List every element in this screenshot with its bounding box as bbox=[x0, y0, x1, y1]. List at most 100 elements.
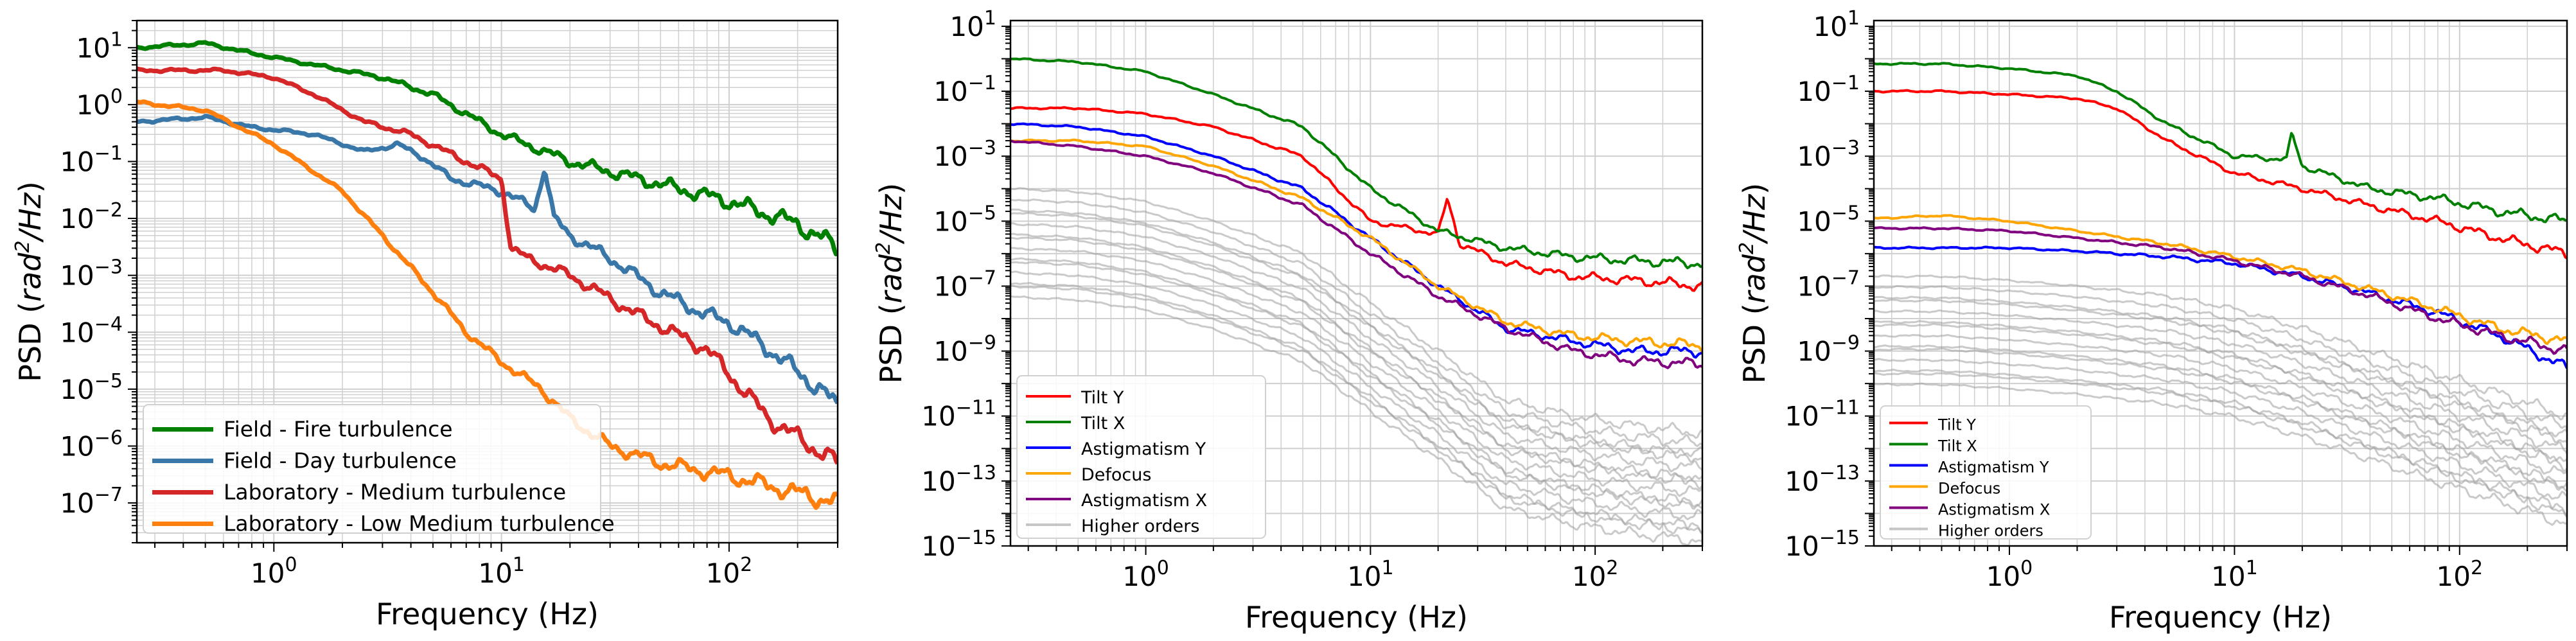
series-line-higher-orders bbox=[1010, 212, 1702, 463]
y-tick-label: 10−5 bbox=[1797, 202, 1860, 237]
legend-box bbox=[1880, 405, 2092, 540]
legend-label: Astigmatism X bbox=[1938, 501, 2050, 519]
legend-label: Laboratory - Low Medium turbulence bbox=[224, 511, 615, 536]
series-line-higher-orders bbox=[1874, 285, 2567, 429]
series-line-higher-orders bbox=[1010, 187, 1702, 439]
series-line-higher-orders bbox=[1874, 358, 2567, 500]
legend-label: Field - Fire turbulence bbox=[224, 417, 453, 442]
series-line-higher-orders bbox=[1874, 334, 2567, 475]
legend-label: Defocus bbox=[1081, 465, 1151, 485]
y-tick-label: 10−4 bbox=[60, 313, 123, 348]
x-axis-label: Frequency (Hz) bbox=[2109, 600, 2332, 635]
series-line-higher-orders bbox=[1874, 299, 2567, 444]
x-tick-label: 100 bbox=[1986, 557, 2033, 592]
y-axis-label: PSD (rad2/Hz) bbox=[872, 183, 908, 384]
legend-label: Laboratory - Medium turbulence bbox=[224, 480, 566, 505]
series-line-higher-orders bbox=[1874, 371, 2567, 518]
x-tick-label: 101 bbox=[478, 554, 525, 589]
legend-label: Higher orders bbox=[1081, 516, 1199, 536]
y-tick-label: 10−5 bbox=[60, 370, 123, 405]
series-line-field-day-turbulence bbox=[137, 114, 838, 405]
series-line-higher-orders bbox=[1010, 208, 1702, 459]
y-tick-label: 10−3 bbox=[1797, 137, 1860, 172]
series-line-higher-orders bbox=[1010, 295, 1702, 546]
y-tick-label: 10−1 bbox=[933, 72, 996, 107]
y-axis: 101 10−1 10−3 10−5 10−7 10−9 10−11 10−13 10−15 bbox=[1785, 7, 1874, 562]
series-line-tilt-x bbox=[1010, 57, 1702, 270]
y-tick-label: 10−1 bbox=[1797, 72, 1860, 107]
y-axis-label: PSD (rad2/Hz) bbox=[1736, 183, 1772, 384]
series-line-higher-orders bbox=[1010, 233, 1702, 485]
series-line-higher-orders bbox=[1010, 284, 1702, 535]
series-line-higher-orders bbox=[1874, 309, 2567, 454]
y-tick-label: 10−7 bbox=[933, 267, 996, 302]
y-tick-label: 10−11 bbox=[1785, 397, 1860, 432]
x-axis: 100 101 102 bbox=[154, 543, 838, 589]
legend-label: Tilt Y bbox=[1937, 416, 1976, 434]
y-tick-label: 10−2 bbox=[60, 199, 123, 234]
series-line-laboratory-low-medium-turbulence bbox=[137, 99, 838, 510]
x-tick-label: 102 bbox=[1572, 557, 1619, 592]
y-tick-label: 10−7 bbox=[60, 484, 123, 519]
y-axis-label: PSD (rad2/Hz) bbox=[12, 181, 48, 382]
series-line-astigmatism-y bbox=[1874, 245, 2567, 369]
axes-frame bbox=[136, 19, 839, 544]
series-line-tilt-y bbox=[1010, 106, 1702, 292]
y-tick-label: 10−15 bbox=[921, 527, 996, 562]
legend-label: Tilt Y bbox=[1081, 388, 1124, 408]
legend-label: Astigmatism Y bbox=[1938, 459, 2049, 477]
x-tick-label: 101 bbox=[1347, 557, 1394, 592]
x-axis: 100 101 102 bbox=[1891, 546, 2568, 592]
series-lines bbox=[1874, 62, 2567, 526]
legend-label: Tilt X bbox=[1081, 414, 1125, 434]
series-line-higher-orders bbox=[1874, 344, 2567, 491]
y-tick-label: 10−1 bbox=[60, 142, 123, 177]
x-tick-label: 100 bbox=[251, 554, 297, 589]
x-tick-label: 102 bbox=[2437, 557, 2483, 592]
x-axis: 100 101 102 bbox=[1027, 546, 1703, 592]
legend: Field - Fire turbulence Field - Day turbu… bbox=[143, 404, 615, 536]
series-line-higher-orders bbox=[1010, 257, 1702, 510]
legend-label: Astigmatism Y bbox=[1081, 439, 1206, 459]
axes-frame bbox=[1873, 19, 2568, 547]
x-axis-label: Frequency (Hz) bbox=[1245, 600, 1468, 635]
axes-frame bbox=[1009, 19, 1704, 547]
legend-label: Tilt X bbox=[1937, 437, 1977, 455]
y-tick-label: 10−15 bbox=[1785, 527, 1860, 562]
x-tick-label: 102 bbox=[706, 554, 753, 589]
series-line-field-fire-turbulence bbox=[137, 40, 838, 257]
series-line-higher-orders bbox=[1010, 236, 1702, 490]
legend-box bbox=[1016, 375, 1266, 539]
x-axis-label: Frequency (Hz) bbox=[376, 597, 599, 631]
series-line-defocus bbox=[1010, 138, 1702, 353]
series-line-higher-orders bbox=[1874, 274, 2567, 421]
legend-label: Higher orders bbox=[1938, 522, 2043, 540]
legend: Tilt Y Tilt X Astigmatism Y Defocus Astigmat… bbox=[1880, 405, 2092, 540]
y-tick-label: 10−9 bbox=[933, 332, 996, 367]
series-line-tilt-y bbox=[1874, 89, 2567, 259]
series-line-higher-orders bbox=[1010, 247, 1702, 497]
grid-lines bbox=[137, 20, 838, 543]
series-line-higher-orders bbox=[1874, 295, 2567, 438]
y-tick-label: 10−3 bbox=[933, 137, 996, 172]
y-tick-label: 101 bbox=[76, 28, 123, 64]
series-line-higher-orders bbox=[1010, 261, 1702, 509]
series-lines bbox=[137, 40, 838, 510]
y-tick-label: 101 bbox=[1813, 7, 1860, 42]
series-line-astigmatism-y bbox=[1010, 122, 1702, 359]
series-line-higher-orders bbox=[1010, 222, 1702, 473]
series-line-higher-orders bbox=[1874, 347, 2567, 492]
y-axis: 101 10−1 10−3 10−5 10−7 10−9 10−11 10−13 10−15 bbox=[921, 7, 1010, 562]
series-line-higher-orders bbox=[1010, 198, 1702, 447]
y-tick-label: 10−11 bbox=[921, 397, 996, 432]
y-tick-label: 10−5 bbox=[933, 202, 996, 237]
series-line-higher-orders bbox=[1874, 322, 2567, 472]
chart-panel-1: 100 101 102 Frequency (Hz) 101 100 10−1 10−2 10−… bbox=[12, 19, 839, 631]
chart-panel-3: 100 101 102 Frequency (Hz) 101 10−1 10−3 10−5 10… bbox=[1736, 7, 2568, 635]
series-line-astigmatism-x bbox=[1010, 139, 1702, 369]
y-tick-label: 10−13 bbox=[921, 462, 996, 497]
y-tick-label: 101 bbox=[949, 7, 996, 42]
y-tick-label: 10−7 bbox=[1797, 267, 1860, 302]
